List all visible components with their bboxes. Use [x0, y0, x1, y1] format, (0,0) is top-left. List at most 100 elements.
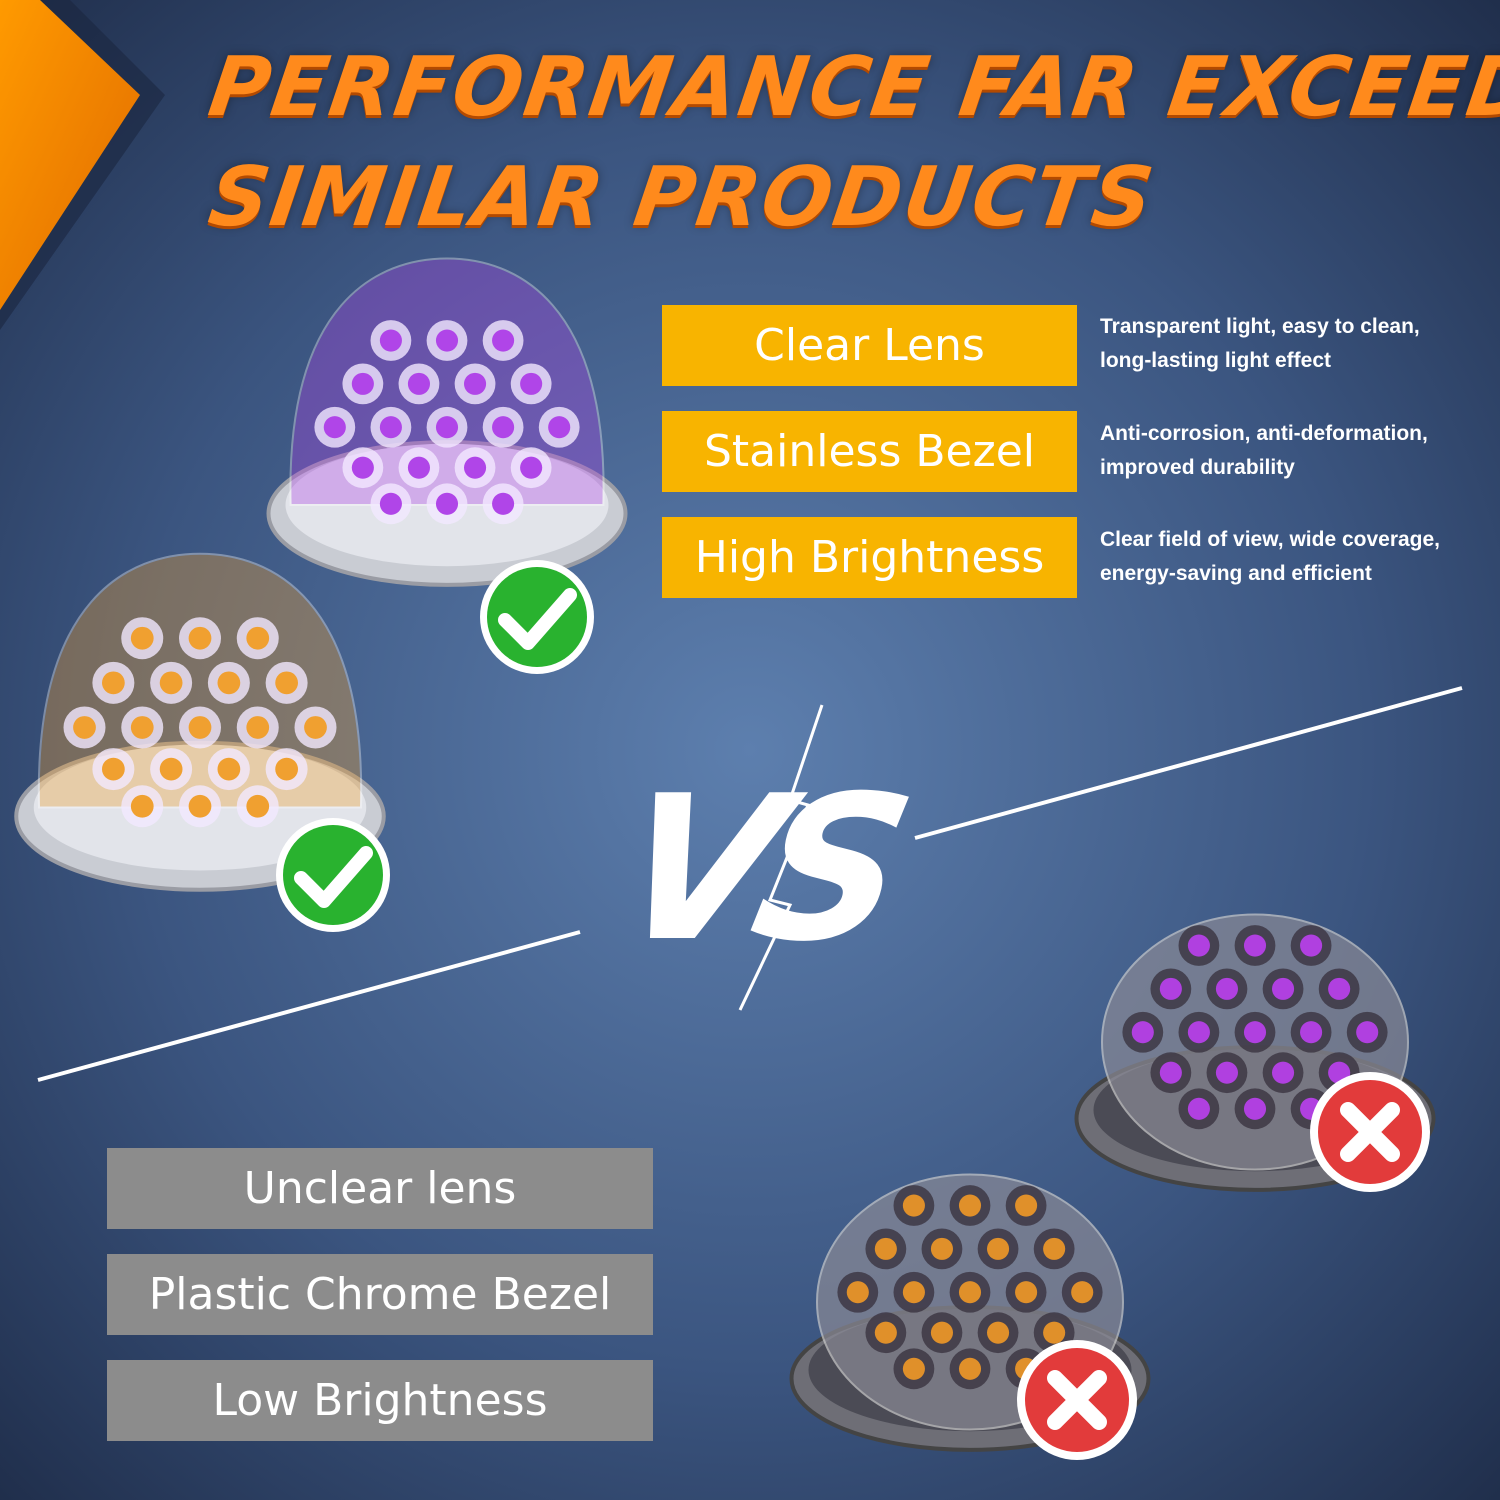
led — [874, 1237, 897, 1260]
led — [1272, 1061, 1295, 1084]
advantage-label: High Brightness — [662, 517, 1077, 598]
led — [130, 794, 154, 818]
led — [492, 329, 515, 352]
led — [217, 757, 241, 781]
lightning — [738, 704, 824, 1011]
led — [846, 1281, 869, 1304]
cross-icon — [1017, 1340, 1137, 1460]
led — [435, 329, 459, 352]
led — [188, 626, 212, 650]
led — [275, 671, 298, 695]
led — [1187, 934, 1210, 957]
led — [73, 716, 96, 739]
led — [1215, 1061, 1238, 1084]
led — [1187, 1097, 1210, 1120]
title-line: PERFORMANCE FAR EXCEEDS — [203, 40, 1500, 135]
led — [930, 1321, 953, 1344]
led — [464, 456, 487, 479]
led — [379, 416, 402, 439]
description-line: improved durability — [1100, 456, 1295, 479]
led — [1300, 1021, 1323, 1044]
led — [958, 1357, 982, 1380]
led — [351, 372, 374, 395]
led — [520, 372, 543, 395]
led — [902, 1357, 925, 1380]
led — [275, 757, 298, 781]
led — [1043, 1321, 1066, 1344]
description-line: energy-saving and efficient — [1100, 562, 1372, 585]
led — [1243, 1021, 1267, 1044]
led — [188, 716, 212, 739]
led — [492, 492, 515, 515]
description-line: Anti-corrosion, anti-deformation, — [1100, 422, 1428, 445]
led — [379, 329, 402, 352]
led — [1015, 1194, 1038, 1217]
check-icon — [480, 560, 594, 674]
led — [1131, 1021, 1154, 1044]
led — [188, 794, 212, 818]
led — [435, 492, 459, 515]
led — [304, 716, 327, 739]
product-light — [266, 257, 628, 587]
led — [102, 757, 125, 781]
led — [1187, 1021, 1210, 1044]
led — [958, 1281, 982, 1304]
lights — [14, 257, 1436, 1452]
title-line: SIMILAR PRODUCTS — [203, 150, 1161, 245]
led — [407, 456, 431, 479]
led — [1243, 1097, 1267, 1120]
led — [1272, 977, 1295, 1000]
light-dome — [289, 257, 605, 506]
led — [1300, 934, 1323, 957]
vs-text: VS — [598, 753, 912, 986]
disadvantage-label: Low Brightness — [107, 1360, 653, 1441]
led — [492, 416, 515, 439]
led — [246, 626, 270, 650]
led — [1215, 977, 1238, 1000]
led — [1071, 1281, 1094, 1304]
description-line: Clear field of view, wide coverage, — [1100, 528, 1441, 551]
led — [874, 1321, 897, 1344]
divider-line — [914, 686, 1463, 840]
advantage-description: Transparent light, easy to clean, long-l… — [1100, 310, 1420, 378]
led — [520, 456, 543, 479]
led — [958, 1194, 982, 1217]
led — [1328, 977, 1351, 1000]
advantage-description: Anti-corrosion, anti-deformation, improv… — [1100, 417, 1428, 485]
led — [548, 416, 571, 439]
led — [1015, 1281, 1038, 1304]
light-dome — [37, 552, 363, 809]
led — [930, 1237, 953, 1260]
product-light — [14, 552, 386, 892]
led — [217, 671, 241, 695]
led — [987, 1237, 1010, 1260]
led — [902, 1281, 925, 1304]
advantage-label: Stainless Bezel — [662, 411, 1077, 492]
led — [464, 372, 487, 395]
led — [130, 626, 154, 650]
led — [246, 716, 270, 739]
led — [351, 456, 374, 479]
led — [130, 716, 154, 739]
advantage-description: Clear field of view, wide coverage, ener… — [1100, 523, 1440, 591]
led — [902, 1194, 925, 1217]
advantage-label: Clear Lens — [662, 305, 1077, 386]
led — [159, 671, 183, 695]
led — [987, 1321, 1010, 1344]
led — [102, 671, 125, 695]
cross-icon — [1310, 1072, 1430, 1192]
led — [246, 794, 270, 818]
description-line: Transparent light, easy to clean, — [1100, 315, 1420, 338]
led — [407, 372, 431, 395]
led — [159, 757, 183, 781]
led — [1243, 934, 1267, 957]
disadvantage-label: Plastic Chrome Bezel — [107, 1254, 653, 1335]
led — [1043, 1237, 1066, 1260]
led — [323, 416, 346, 439]
check-icon — [276, 818, 390, 932]
led — [435, 416, 459, 439]
divider-line — [37, 930, 581, 1082]
description-line: long-lasting light effect — [1100, 349, 1331, 372]
